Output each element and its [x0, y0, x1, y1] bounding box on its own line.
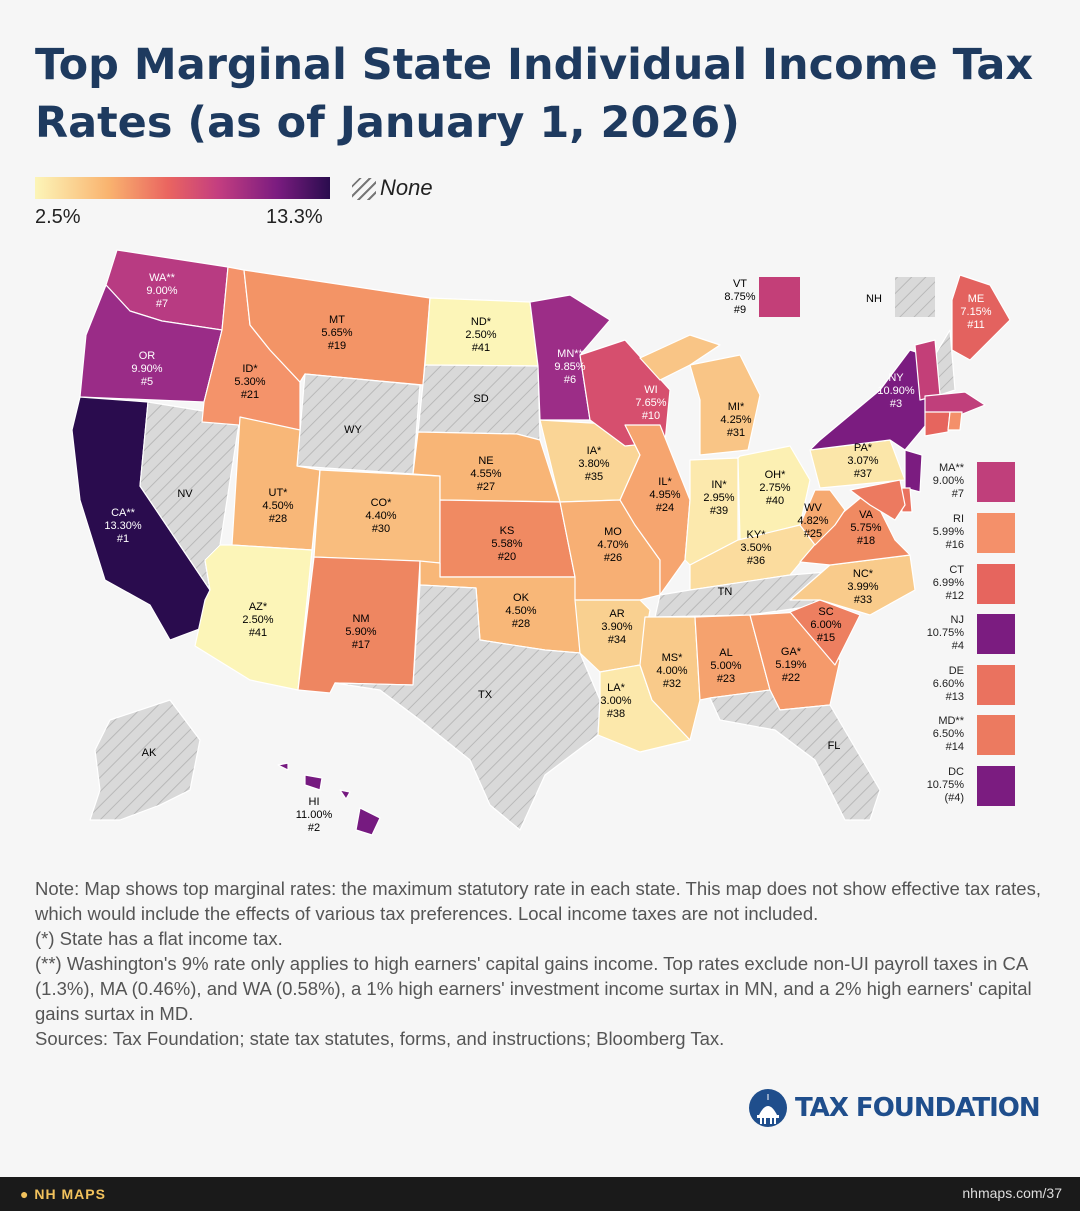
side-legend-ma: MA** 9.00% #7	[932, 462, 964, 500]
state-label-or: OR 9.90% #5	[131, 350, 162, 388]
state-label-az: AZ* 2.50% #41	[242, 601, 273, 639]
state-label-ms: MS* 4.00% #32	[656, 652, 687, 690]
brand-name: TAX FOUNDATION	[795, 1093, 1041, 1123]
color-scale-legend	[35, 177, 330, 199]
state-label-mi: MI* 4.25% #31	[720, 401, 751, 439]
state-az[interactable]	[194, 544, 313, 691]
state-tx[interactable]	[334, 584, 601, 831]
state-md[interactable]	[849, 479, 906, 521]
state-label-pa: PA* 3.07% #37	[847, 442, 878, 480]
side-legend-ct: CT 6.99% #12	[932, 564, 964, 602]
state-label-nc: NC* 3.99% #33	[847, 568, 878, 606]
state-ak[interactable]	[89, 699, 201, 821]
side-swatch-md	[977, 715, 1015, 755]
state-label-co: CO* 4.40% #30	[365, 497, 396, 535]
side-swatch-ct	[977, 564, 1015, 604]
state-label-ut: UT* 4.50% #28	[262, 487, 293, 525]
state-label-fl: FL	[828, 740, 841, 752]
state-label-id: ID* 5.30% #21	[234, 363, 265, 401]
page-title: Top Marginal State Individual Income Tax…	[35, 40, 1034, 148]
state-label-wi: WI 7.65% #10	[635, 384, 666, 422]
capitol-dome-icon	[749, 1089, 787, 1127]
state-label-ks: KS 5.58% #20	[491, 525, 522, 563]
state-label-hi: HI 11.00% #2	[296, 796, 333, 834]
legend-min-label: 2.5%	[35, 206, 81, 228]
side-legend-md: MD** 6.50% #14	[932, 715, 964, 753]
state-label-nm: NM 5.90% #17	[345, 613, 376, 651]
state-label-va: VA 5.75% #18	[850, 509, 881, 547]
state-mi[interactable]	[639, 334, 761, 456]
note-flat-tax: (*) State has a flat income tax.	[35, 928, 283, 949]
state-ri[interactable]	[947, 411, 963, 431]
state-ct[interactable]	[924, 411, 951, 437]
state-label-ny: NY 10.90% #3	[877, 372, 915, 410]
state-label-ga: GA* 5.19% #22	[775, 646, 806, 684]
state-label-mo: MO 4.70% #26	[597, 526, 628, 564]
state-wv[interactable]	[799, 489, 846, 546]
state-label-tn: TN	[718, 586, 733, 598]
side-swatch-ma	[977, 462, 1015, 502]
state-label-ca: CA** 13.30% #1	[104, 507, 142, 545]
state-label-sc: SC 6.00% #15	[810, 606, 841, 644]
state-fl[interactable]	[709, 689, 881, 821]
side-legend-nj: NJ 10.75% #4	[926, 614, 964, 652]
us-map: WA** 9.00% #7 OR 9.90% #5 CA** 13.30% #1 ID* 5.…	[71, 249, 1011, 836]
side-swatch-de	[977, 665, 1015, 705]
legend-max-label: 13.3%	[266, 206, 323, 228]
state-label-oh: OH* 2.75% #40	[759, 469, 790, 507]
state-label-il: IL* 4.95% #24	[649, 476, 680, 514]
state-label-ok: OK 4.50% #28	[505, 592, 536, 630]
state-label-la: LA* 3.00% #38	[600, 682, 631, 720]
callout-swatch-nh	[895, 277, 935, 317]
footnote: Note: Map shows top marginal rates: the …	[35, 876, 1045, 1051]
note-text: Note: Map shows top marginal rates: the …	[35, 878, 1041, 924]
state-label-ak: AK	[142, 747, 157, 759]
state-label-in: IN* 2.95% #39	[703, 479, 734, 517]
side-legend-de: DE 6.60% #13	[932, 665, 964, 703]
map-pin-icon: ●	[20, 1186, 30, 1202]
state-nj[interactable]	[904, 449, 923, 493]
side-swatch-dc	[977, 766, 1015, 806]
note-sources: Sources: Tax Foundation; state tax statu…	[35, 1028, 725, 1049]
state-label-mt: MT 5.65% #19	[321, 314, 352, 352]
tax-foundation-logo: TAX FOUNDATION	[749, 1089, 1041, 1127]
side-swatch-ri	[977, 513, 1015, 553]
state-label-me: ME 7.15% #11	[960, 293, 991, 331]
state-il[interactable]	[619, 424, 691, 596]
state-nm[interactable]	[297, 556, 421, 694]
note-exclusions: (**) Washington's 9% rate only applies t…	[35, 953, 1032, 1024]
no-tax-swatch	[352, 178, 376, 200]
state-label-nd: ND* 2.50% #41	[465, 316, 496, 354]
state-label-wv: WV 4.82% #25	[797, 502, 828, 540]
state-label-al: AL 5.00% #23	[710, 647, 741, 685]
side-legend-dc: DC 10.75% (#4)	[926, 766, 964, 804]
state-label-ky: KY* 3.50% #36	[740, 529, 771, 567]
footer-bar: ● NH MAPS nhmaps.com/37	[0, 1177, 1080, 1211]
callout-label-vt: VT 8.75% #9	[724, 278, 755, 316]
state-sc[interactable]	[789, 599, 861, 666]
state-label-nv: NV	[177, 488, 193, 500]
state-label-wy: WY	[344, 424, 362, 436]
state-vt[interactable]	[914, 339, 941, 401]
state-ny[interactable]	[809, 349, 931, 451]
state-label-sd: SD	[473, 393, 488, 405]
callout-swatch-vt	[759, 277, 800, 317]
footer-url-link[interactable]: nhmaps.com/37	[962, 1185, 1062, 1201]
legend-none-label: None	[380, 175, 433, 200]
state-label-tx: TX	[478, 689, 493, 701]
state-label-ne: NE 4.55% #27	[470, 455, 501, 493]
side-legend-ri: RI 5.99% #16	[932, 513, 964, 551]
footer-brand[interactable]: ● NH MAPS	[20, 1186, 106, 1202]
state-label-ia: IA* 3.80% #35	[578, 445, 609, 483]
side-swatch-nj	[977, 614, 1015, 654]
state-ma[interactable]	[924, 391, 986, 416]
state-label-wa: WA** 9.00% #7	[146, 272, 177, 310]
state-hi[interactable]	[277, 762, 381, 836]
state-label-mn: MN** 9.85% #6	[554, 348, 585, 386]
callout-label-nh: NH	[866, 293, 882, 305]
state-label-ar: AR 3.90% #34	[601, 608, 632, 646]
